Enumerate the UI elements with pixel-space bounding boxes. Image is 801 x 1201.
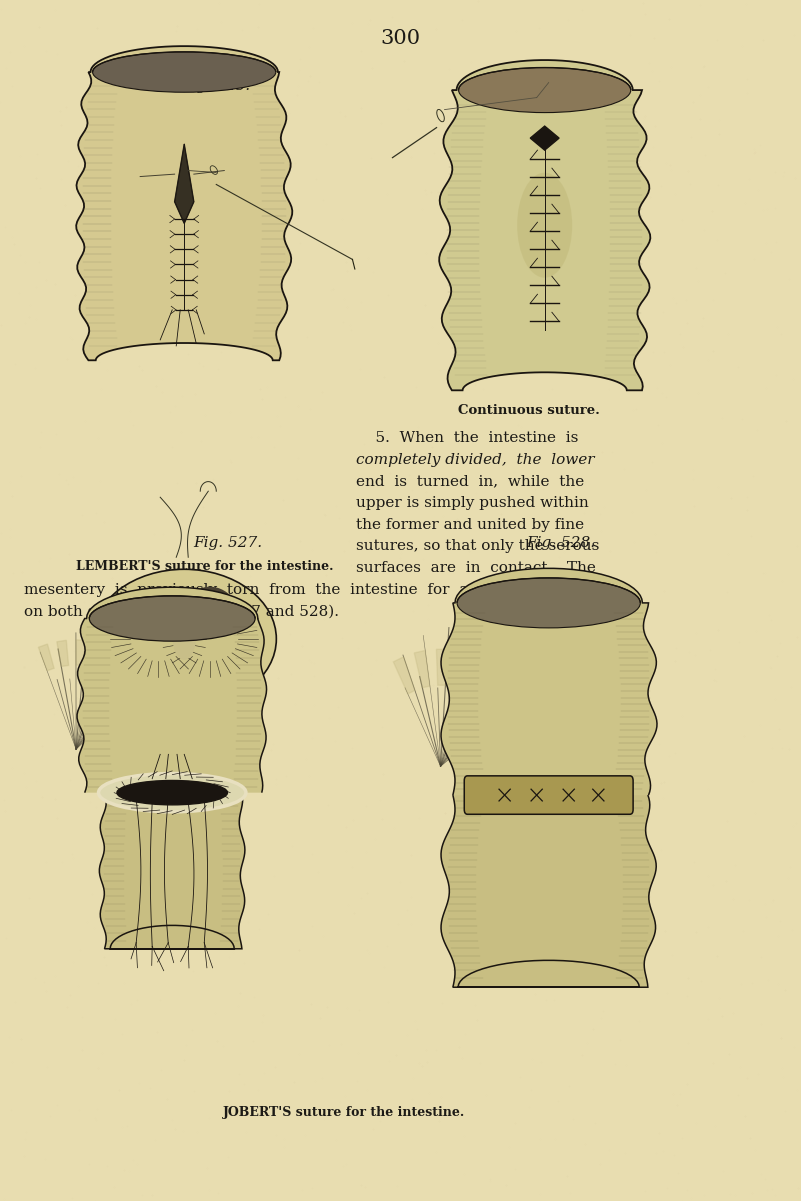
Ellipse shape <box>99 773 246 812</box>
Polygon shape <box>468 658 490 695</box>
Polygon shape <box>38 644 54 671</box>
Polygon shape <box>439 60 650 390</box>
Text: completely divided,  the  lower: completely divided, the lower <box>356 453 595 467</box>
Polygon shape <box>91 641 104 668</box>
Text: LEMBERT'S suture for the intestine.: LEMBERT'S suture for the intestine. <box>75 561 333 573</box>
Text: Fig. 526.: Fig. 526. <box>542 79 611 94</box>
Polygon shape <box>77 587 267 793</box>
Text: 5.  When  the  intestine  is: 5. When the intestine is <box>356 431 579 446</box>
Ellipse shape <box>93 52 276 92</box>
Text: Fig. 527.: Fig. 527. <box>194 536 263 550</box>
Polygon shape <box>175 144 194 223</box>
Ellipse shape <box>173 619 195 659</box>
Ellipse shape <box>517 173 572 277</box>
Text: 300: 300 <box>380 29 421 48</box>
Text: the former and united by fine: the former and united by fine <box>356 518 585 532</box>
Text: Fig. 528.: Fig. 528. <box>526 536 595 550</box>
Ellipse shape <box>92 569 276 709</box>
Ellipse shape <box>90 596 255 641</box>
Polygon shape <box>441 795 656 987</box>
Polygon shape <box>130 668 153 692</box>
Text: upper is simply pushed within: upper is simply pushed within <box>356 496 590 510</box>
Ellipse shape <box>459 67 631 113</box>
Ellipse shape <box>122 586 195 692</box>
Text: Fig. 525.: Fig. 525. <box>182 79 251 94</box>
Ellipse shape <box>457 578 640 628</box>
Polygon shape <box>437 650 448 686</box>
Text: mesentery  is  previously  torn  from  the  intestine  for  a  short  distance: mesentery is previously torn from the in… <box>24 582 593 597</box>
Text: JOBERT'S suture for the intestine.: JOBERT'S suture for the intestine. <box>223 1106 465 1118</box>
Polygon shape <box>99 793 245 949</box>
Text: on both sides (Jobert) (fig. 527 and 528).: on both sides (Jobert) (fig. 527 and 528… <box>24 604 339 619</box>
Ellipse shape <box>173 586 247 692</box>
Polygon shape <box>441 568 657 795</box>
Polygon shape <box>76 640 86 665</box>
FancyBboxPatch shape <box>465 776 633 814</box>
Ellipse shape <box>117 781 227 805</box>
Polygon shape <box>530 126 559 150</box>
Polygon shape <box>453 651 469 688</box>
Text: end  is  turned  in,  while  the: end is turned in, while the <box>356 474 585 489</box>
Polygon shape <box>118 656 139 682</box>
Text: surfaces  are  in  contact.   The: surfaces are in contact. The <box>356 561 596 575</box>
Polygon shape <box>393 657 415 694</box>
Polygon shape <box>493 687 524 718</box>
Polygon shape <box>105 647 123 674</box>
Polygon shape <box>76 46 292 360</box>
Polygon shape <box>57 640 69 667</box>
Text: Continuous suture.: Continuous suture. <box>457 405 600 417</box>
Polygon shape <box>414 651 430 688</box>
Polygon shape <box>481 670 509 705</box>
Text: sutures, so that only the serous: sutures, so that only the serous <box>356 539 600 554</box>
